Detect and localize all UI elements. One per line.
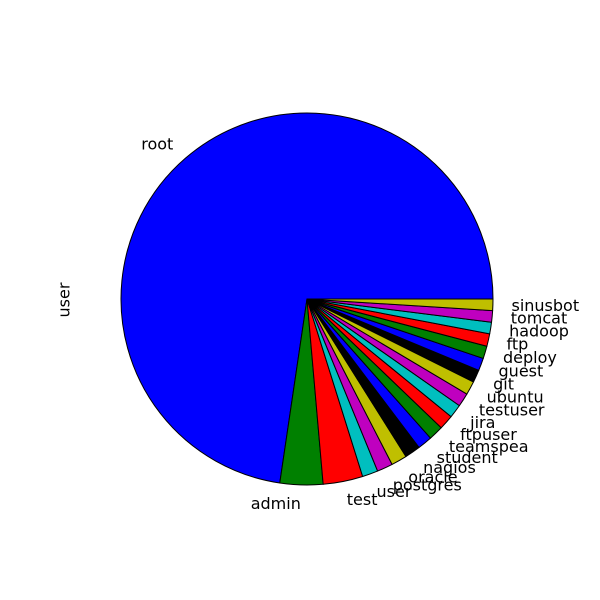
slice-label-oracle: oracle [408, 467, 457, 486]
slice-label-test: test [347, 490, 378, 509]
slice-label-guest: guest [499, 361, 544, 380]
pie-slices [120, 112, 494, 486]
slice-label-tomcat: tomcat [511, 309, 568, 328]
y-axis-label: user [55, 282, 74, 317]
slice-label-hadoop: hadoop [509, 321, 569, 340]
slice-label-user: user [377, 482, 412, 501]
slice-label-jira: jira [469, 413, 495, 432]
slice-label-postgres: postgres [393, 475, 462, 494]
slice-label-ftp: ftp [507, 335, 529, 354]
slice-label-ftpuser: ftpuser [460, 425, 517, 444]
slice-label-deploy: deploy [503, 348, 557, 367]
slice-label-teamspea: teamspea [449, 437, 529, 456]
slice-label-root: root [141, 135, 173, 154]
slice-label-ubuntu: ubuntu [487, 387, 544, 406]
slice-label-sinusbot: sinusbot [511, 296, 579, 315]
slice-label-admin: admin [251, 494, 301, 513]
slice-label-student: student [437, 448, 498, 467]
slice-label-nagios: nagios [423, 458, 476, 477]
pie-slice-sinusbot [306, 298, 494, 312]
pie-slice-root [120, 112, 494, 484]
slice-label-testuser: testuser [479, 401, 545, 420]
slice-label-git: git [493, 374, 514, 393]
